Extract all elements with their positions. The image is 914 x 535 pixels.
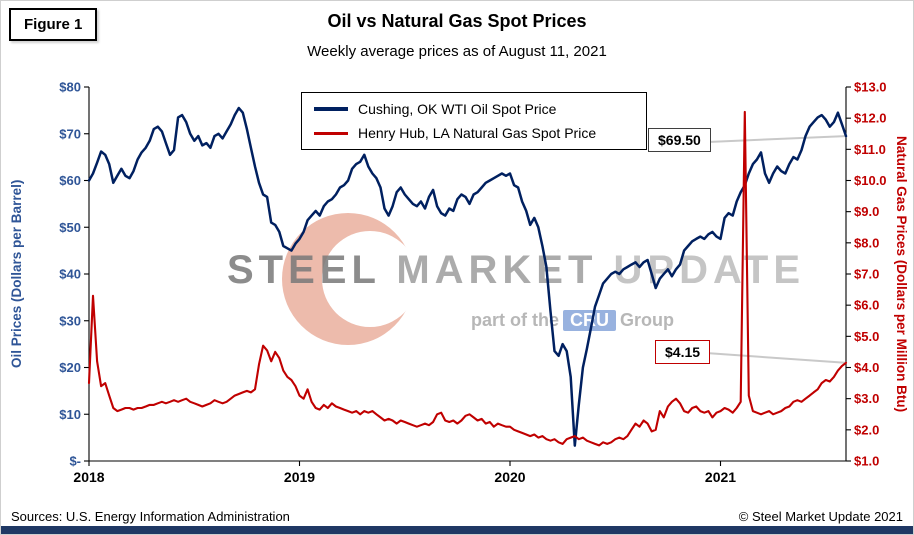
left-axis-tick-label: $70 [59, 126, 81, 141]
left-axis-tick-label: $40 [59, 267, 81, 282]
right-axis-tick-label: $10.0 [854, 173, 887, 188]
right-axis-tick-label: $9.0 [854, 204, 879, 219]
right-axis-tick-label: $4.0 [854, 360, 879, 375]
gas-line-swatch [314, 131, 348, 135]
legend-label-gas: Henry Hub, LA Natural Gas Spot Price [358, 125, 597, 141]
left-axis-tick-label: $60 [59, 173, 81, 188]
left-axis-tick-label: $10 [59, 407, 81, 422]
left-axis-tick-label: $20 [59, 360, 81, 375]
legend-label-oil: Cushing, OK WTI Oil Spot Price [358, 101, 557, 117]
chart-subtitle: Weekly average prices as of August 11, 2… [307, 43, 607, 60]
oil-series-line [87, 106, 848, 447]
right-axis-tick-label: $8.0 [854, 235, 879, 250]
right-axis-tick-label: $5.0 [854, 329, 879, 344]
copyright-note: © Steel Market Update 2021 [738, 509, 903, 524]
x-axis-tick-label: 2021 [705, 469, 736, 485]
right-axis-tick-label: $3.0 [854, 391, 879, 406]
right-axis-tick-label: $13.0 [854, 80, 887, 95]
right-axis-tick-label: $11.0 [854, 142, 886, 157]
figure-label: Figure 1 [9, 8, 98, 41]
oil-price-callout: $69.50 [648, 128, 711, 152]
right-axis-tick-label: $7.0 [854, 267, 879, 282]
gas-series-line [87, 110, 848, 447]
oil-callout-leader [707, 135, 846, 143]
right-axis-tick-label: $1.0 [854, 454, 879, 469]
left-axis-tick-label: $50 [59, 220, 81, 235]
right-axis-tick-label: $2.0 [854, 422, 879, 437]
legend-item-gas: Henry Hub, LA Natural Gas Spot Price [314, 125, 634, 141]
x-axis-tick-label: 2020 [494, 469, 525, 485]
legend: Cushing, OK WTI Oil Spot Price Henry Hub… [301, 92, 647, 150]
gas-callout-leader [705, 352, 846, 364]
x-axis-tick-label: 2018 [73, 469, 104, 485]
left-axis-tick-label: $30 [59, 313, 81, 328]
bottom-accent-bar [1, 526, 913, 534]
left-axis-tick-label: $80 [59, 80, 81, 95]
legend-item-oil: Cushing, OK WTI Oil Spot Price [314, 101, 634, 117]
right-axis-tick-label: $12.0 [854, 111, 887, 126]
right-axis-tick-label: $6.0 [854, 298, 879, 313]
x-axis-tick-label: 2019 [284, 469, 315, 485]
oil-line-swatch [314, 107, 348, 111]
sources-note: Sources: U.S. Energy Information Adminis… [11, 509, 290, 524]
left-axis-tick-label: $- [69, 454, 81, 469]
gas-price-callout: $4.15 [655, 340, 711, 364]
chart-title: Oil vs Natural Gas Spot Prices [327, 11, 587, 31]
right-axis-title: Natural Gas Prices (Dollars per Million … [894, 135, 909, 413]
